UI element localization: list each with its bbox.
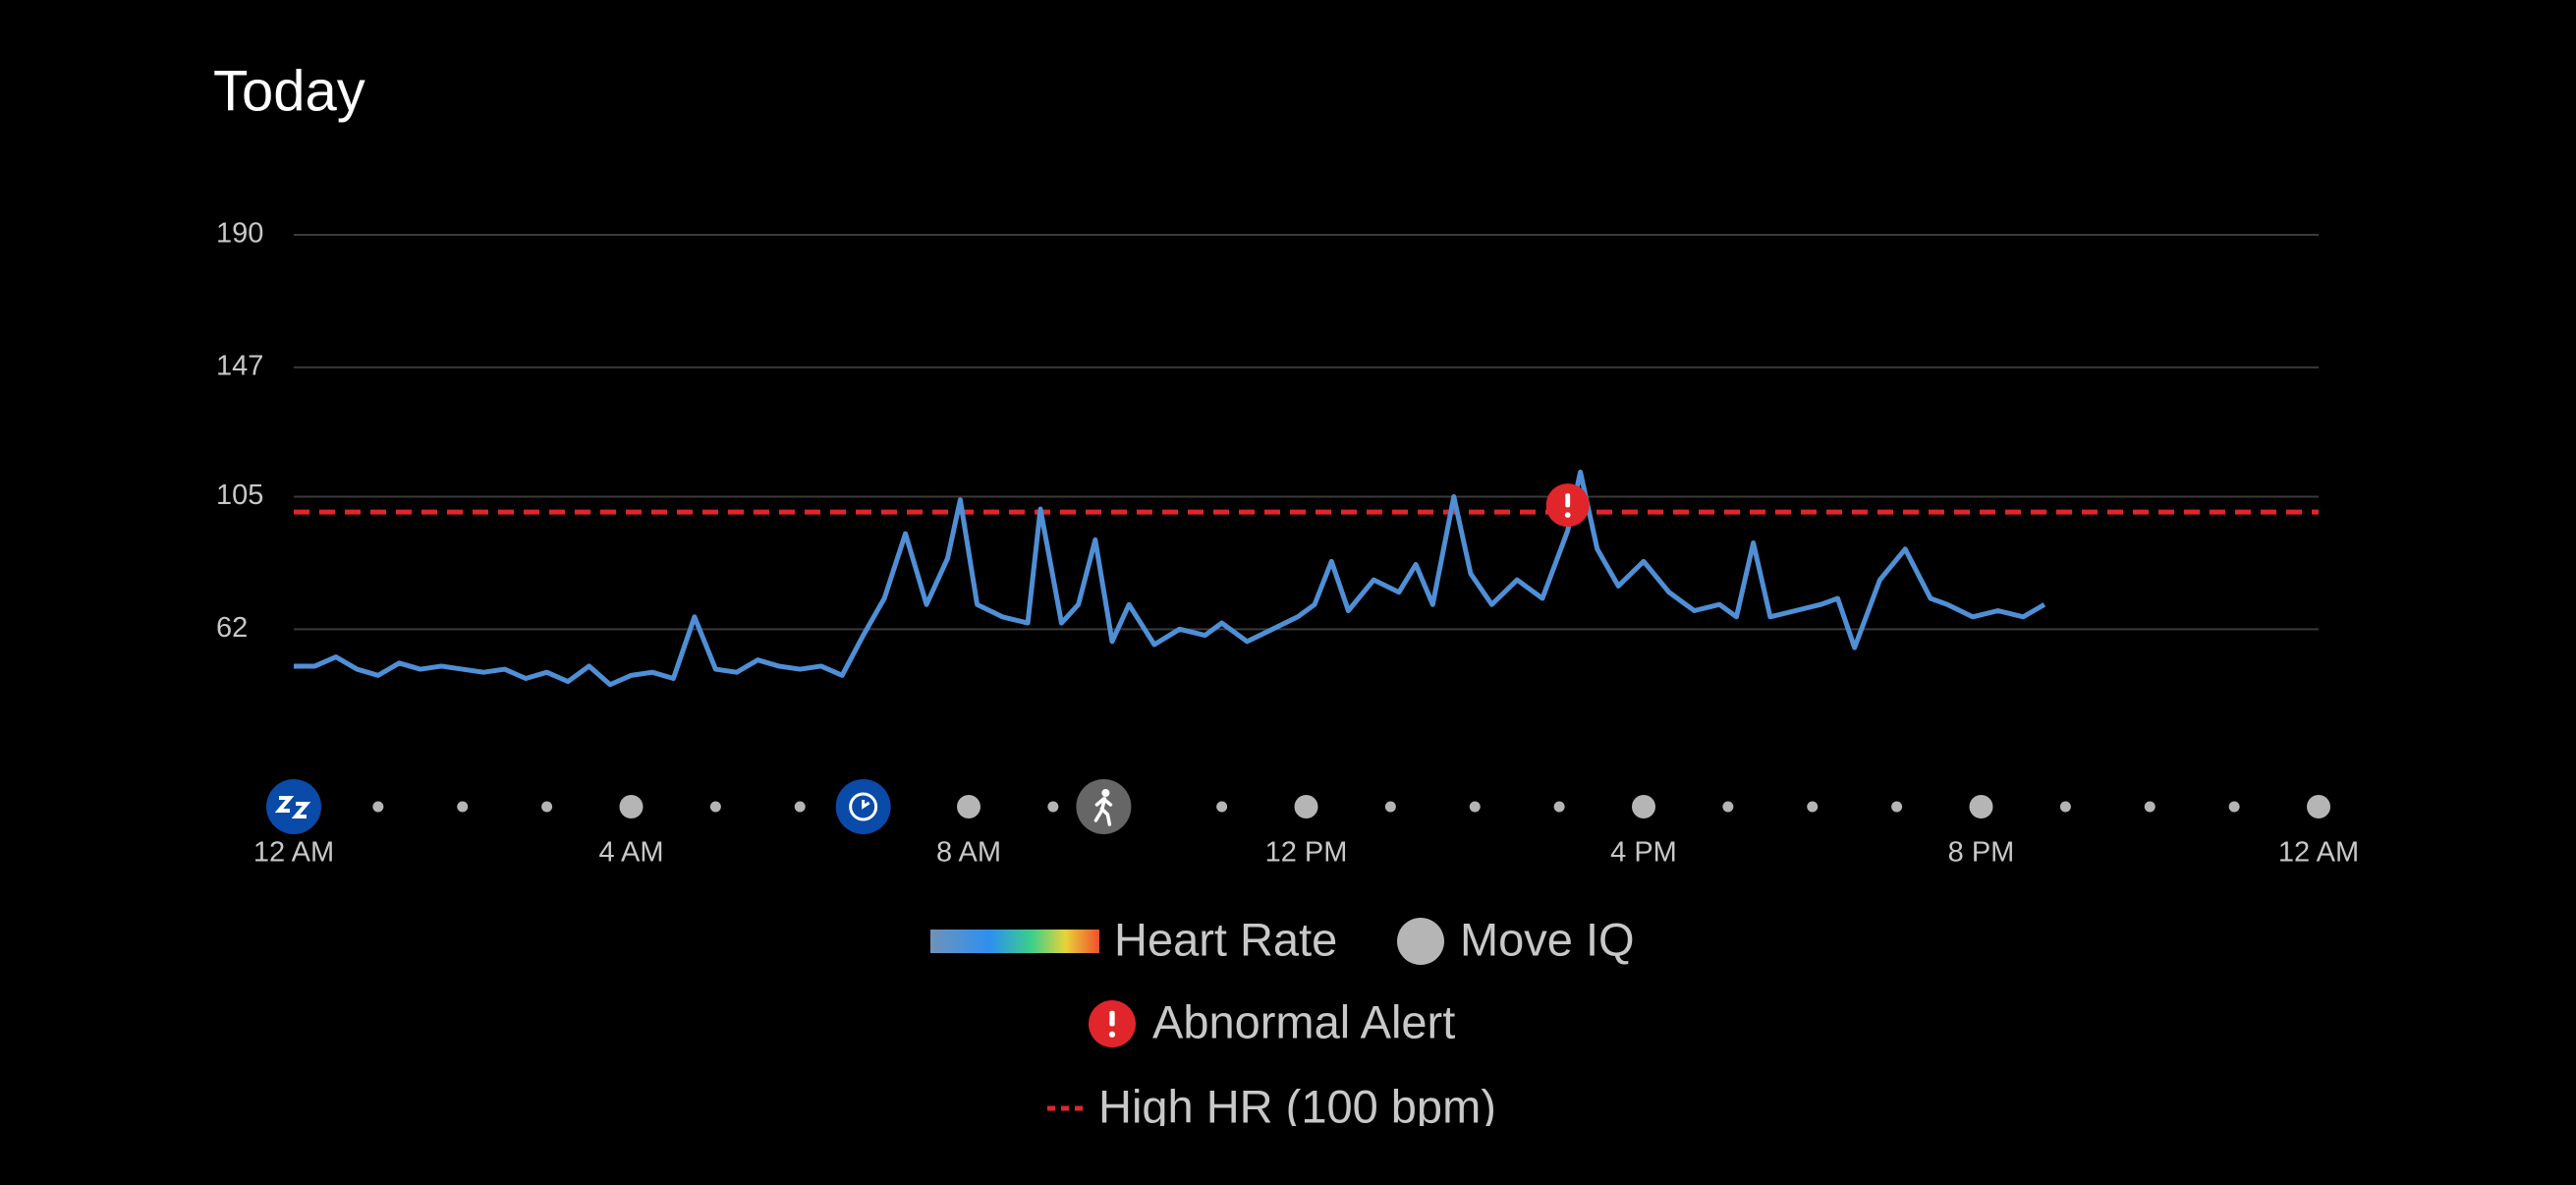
move-iq-dot (1722, 801, 1734, 813)
move-iq-dot (1807, 801, 1819, 813)
x-tick-label: 12 PM (1265, 837, 1348, 869)
move-iq-event (266, 779, 321, 834)
move-iq-event (835, 779, 891, 834)
legend-label: Abnormal Alert (1152, 995, 1455, 1047)
x-tick-label: 12 AM (253, 837, 334, 869)
move-iq-dot-major (1969, 795, 1993, 818)
x-tick-label: 8 PM (1948, 837, 2015, 869)
move-iq-dot-major (1632, 795, 1655, 818)
icon-hands (862, 800, 870, 810)
y-tick-label: 190 (216, 218, 263, 250)
move-iq-dot (1216, 801, 1228, 813)
heart-rate-line (294, 469, 2046, 688)
x-tick-label: 12 AM (2278, 837, 2359, 869)
move-iq-dot (541, 801, 553, 813)
move-iq-dot (2144, 801, 2156, 813)
alert-dot (1564, 512, 1571, 518)
alert-bar (1109, 1010, 1115, 1027)
move-iq-dot-major (1294, 795, 1318, 818)
alert-marker (1545, 483, 1590, 528)
move-iq-dot (457, 801, 469, 813)
move-iq-dot-major (2307, 795, 2330, 818)
move-iq-dot (1891, 801, 1903, 813)
legend-swatch-alert (1089, 1000, 1136, 1047)
move-iq-dot-major (619, 795, 644, 818)
chart-title: Today (213, 59, 365, 123)
icon-clock (849, 792, 878, 821)
icon-head (1101, 789, 1110, 797)
alert-dot (1108, 1031, 1116, 1038)
move-iq-dot (2228, 801, 2240, 813)
move-iq-dot-major (957, 795, 980, 818)
legend-label: High HR (100 bpm) (1098, 1080, 1496, 1132)
x-tick-label: 4 AM (598, 837, 663, 869)
legend-swatch-move-iq (1397, 918, 1444, 965)
bottom-crop (0, 1126, 2576, 1185)
x-tick-label: 4 PM (1610, 837, 1677, 869)
move-iq-dot (1553, 801, 1565, 813)
icon-bg (266, 779, 321, 834)
move-iq-dot (1047, 801, 1059, 813)
y-tick-label: 147 (216, 350, 263, 381)
icon-sleep (274, 796, 311, 818)
move-iq-dot (794, 801, 806, 813)
y-tick-label: 62 (216, 612, 248, 644)
move-iq-dot (372, 801, 384, 813)
legend-label: Move IQ (1460, 913, 1635, 965)
alert-bar (1565, 493, 1571, 508)
move-iq-dot (2059, 801, 2071, 813)
icon-walk (1093, 796, 1113, 826)
y-tick-label: 105 (216, 480, 263, 511)
move-iq-dot (1469, 801, 1481, 813)
x-tick-label: 8 AM (936, 837, 1001, 869)
legend-label: Heart Rate (1114, 913, 1337, 965)
move-iq-event (1076, 779, 1132, 834)
legend-swatch-heart-rate (930, 930, 1099, 953)
move-iq-dot (709, 801, 721, 813)
move-iq-dot (1384, 801, 1396, 813)
